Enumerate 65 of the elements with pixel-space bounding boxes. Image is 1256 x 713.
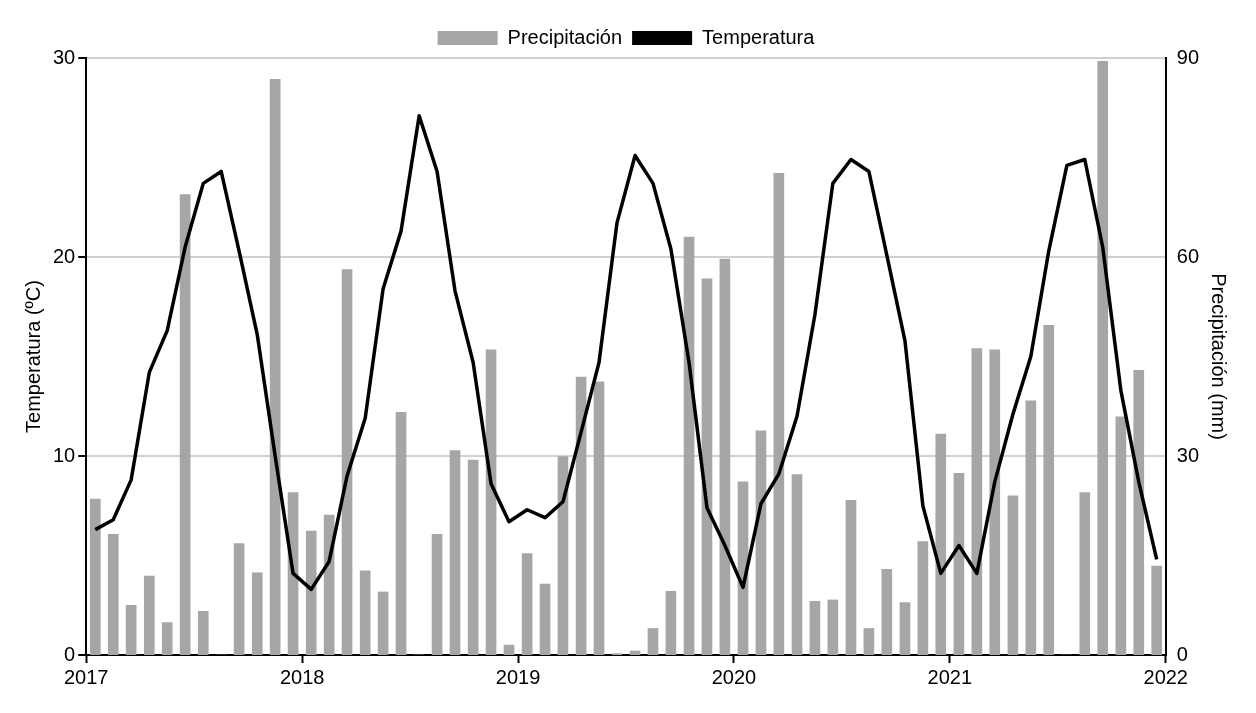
- bar: [503, 644, 515, 655]
- x-tick-label: 2019: [495, 665, 541, 688]
- bar: [107, 533, 119, 655]
- bar: [467, 459, 479, 655]
- x-tick-label: 2022: [1143, 665, 1188, 688]
- legend-label: Temperatura: [702, 25, 816, 48]
- bar: [1133, 370, 1145, 655]
- bar: [395, 411, 407, 655]
- bar: [341, 269, 353, 655]
- bar: [179, 194, 191, 655]
- y-tick-label: 20: [53, 244, 76, 267]
- bar: [449, 450, 461, 655]
- y2-tick-label: 90: [1176, 45, 1199, 68]
- x-tick-label: 2018: [279, 665, 325, 688]
- x-tick-label: 2021: [927, 665, 973, 688]
- bar: [539, 583, 551, 655]
- y-axis-title: Temperatura (ºC): [21, 280, 44, 433]
- y2-axis-title: Precipitación (mm): [1208, 273, 1231, 440]
- bar: [377, 591, 389, 655]
- bar: [143, 575, 155, 655]
- bar: [125, 604, 137, 655]
- bar: [935, 433, 947, 655]
- bar: [251, 572, 263, 655]
- bar: [1043, 324, 1055, 655]
- bar: [809, 600, 821, 655]
- y-tick-label: 0: [64, 642, 76, 665]
- bar: [593, 381, 605, 655]
- bar: [665, 590, 677, 655]
- bar: [953, 472, 965, 655]
- bar: [917, 541, 929, 655]
- bar: [557, 456, 569, 655]
- legend-label: Precipitación: [507, 25, 623, 48]
- bar: [1115, 416, 1127, 655]
- y2-tick-label: 0: [1176, 642, 1188, 665]
- bar: [647, 628, 659, 655]
- bar: [791, 474, 803, 655]
- bar: [845, 500, 857, 655]
- bar: [827, 599, 839, 655]
- bar: [521, 553, 533, 655]
- bar: [359, 570, 371, 655]
- x-tick-label: 2017: [64, 665, 109, 688]
- bar: [881, 569, 893, 655]
- bar: [1151, 565, 1163, 655]
- bar: [1007, 495, 1019, 655]
- bar: [773, 173, 785, 655]
- x-tick-label: 2020: [711, 665, 757, 688]
- y2-tick-label: 30: [1176, 443, 1199, 466]
- bar: [1097, 60, 1109, 655]
- bar: [899, 602, 911, 655]
- y-tick-label: 10: [53, 443, 76, 466]
- bar: [161, 622, 173, 655]
- bar: [971, 348, 983, 655]
- bar: [431, 533, 443, 655]
- y2-tick-label: 60: [1176, 244, 1199, 267]
- bar: [89, 498, 101, 655]
- bar: [305, 530, 317, 655]
- y-tick-label: 30: [53, 45, 76, 68]
- bar: [269, 78, 281, 655]
- bar: [197, 610, 209, 655]
- bar: [989, 349, 1001, 655]
- bar: [719, 258, 731, 655]
- bar: [1025, 400, 1037, 655]
- bar: [863, 628, 875, 655]
- bar: [233, 543, 245, 655]
- bar: [1079, 492, 1091, 655]
